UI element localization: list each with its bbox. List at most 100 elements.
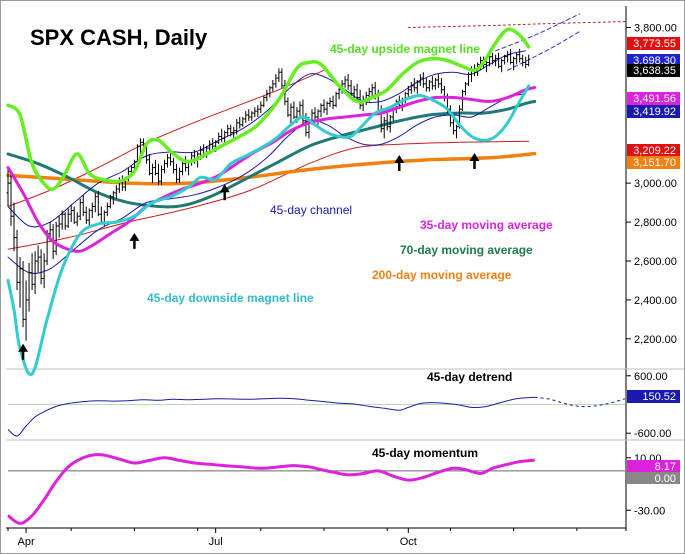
price-value-badge: 3,209.22 bbox=[627, 144, 680, 157]
price-bar bbox=[418, 74, 422, 86]
arrow-head bbox=[469, 153, 480, 162]
badge-text: 150.52 bbox=[642, 391, 676, 403]
price-bar bbox=[503, 54, 507, 65]
price-bar bbox=[286, 97, 290, 117]
badge-text: 3,419.92 bbox=[633, 106, 676, 118]
price-bar bbox=[172, 157, 176, 174]
price-bar bbox=[21, 260, 25, 328]
badge-bg bbox=[627, 472, 680, 484]
momentum-title: 45-day momentum bbox=[372, 446, 478, 460]
low-arrow bbox=[219, 184, 230, 201]
price-value-badge: 3,491.56 bbox=[627, 92, 680, 105]
price-bar bbox=[211, 138, 215, 151]
price-bar bbox=[433, 78, 437, 90]
price-bar bbox=[349, 80, 353, 98]
price-bar bbox=[292, 101, 296, 119]
price-bar bbox=[39, 249, 43, 285]
price-bar bbox=[463, 81, 467, 96]
price-bar bbox=[232, 126, 236, 139]
price-tick-label: 2,400.00 bbox=[634, 295, 677, 307]
price-axis: 3,800.00 3,000.00 2,800.00 2,600.00 2,400.00… bbox=[626, 22, 680, 517]
price-bar bbox=[322, 99, 326, 114]
momentum-value-badge: 8.17 bbox=[627, 460, 680, 473]
price-bar bbox=[24, 280, 28, 341]
price-bar bbox=[268, 85, 272, 98]
price-bar bbox=[298, 101, 302, 117]
price-bar bbox=[506, 50, 510, 63]
price-bar bbox=[524, 56, 528, 69]
price-bar bbox=[289, 103, 293, 125]
label-ma70: 70-day moving average bbox=[400, 243, 533, 257]
price-bar bbox=[494, 54, 498, 67]
arrow-head bbox=[219, 184, 230, 193]
badge-bg bbox=[627, 460, 680, 472]
series-ma70 bbox=[6, 99, 537, 209]
badge-text: 8.17 bbox=[655, 461, 676, 473]
price-bar bbox=[114, 185, 118, 199]
price-bar bbox=[220, 128, 224, 143]
series-upper_magnet bbox=[6, 27, 531, 192]
price-bar bbox=[30, 253, 34, 291]
detrend-value-badge: 150.52 bbox=[627, 390, 680, 403]
arrow-head bbox=[18, 343, 29, 352]
badge-text: 3,209.22 bbox=[633, 145, 676, 157]
price-bar bbox=[427, 80, 431, 92]
price-bar bbox=[515, 52, 519, 65]
price-bar bbox=[241, 116, 245, 127]
price-bar bbox=[90, 202, 94, 219]
price-bar bbox=[274, 74, 278, 88]
price-bar bbox=[66, 208, 70, 228]
low-arrow bbox=[469, 153, 480, 170]
price-bar bbox=[409, 81, 413, 94]
low-arrow bbox=[394, 155, 405, 171]
price-bar bbox=[343, 76, 347, 88]
price-bar bbox=[156, 163, 160, 186]
price-bar bbox=[319, 103, 323, 117]
price-bar bbox=[105, 202, 109, 217]
price-bar bbox=[72, 206, 76, 224]
label-lower-magnet: 45-day downside magnet line bbox=[147, 291, 314, 305]
price-bar bbox=[460, 89, 464, 112]
price-bar bbox=[147, 153, 151, 176]
series-projection_lower bbox=[507, 30, 581, 71]
badge-text: 3,773.55 bbox=[633, 38, 676, 50]
label-ma35: 35-day moving average bbox=[420, 218, 553, 232]
price-bar bbox=[84, 206, 88, 224]
label-upper-magnet: 45-day upside magnet line bbox=[330, 42, 480, 56]
price-bar bbox=[108, 194, 112, 209]
price-bar bbox=[439, 78, 443, 94]
badge-bg bbox=[627, 144, 680, 157]
price-bar bbox=[166, 153, 170, 168]
price-bar bbox=[521, 54, 525, 67]
detrend-tick-label: -600.00 bbox=[634, 428, 671, 440]
price-bar bbox=[512, 56, 516, 71]
low-arrow bbox=[129, 232, 140, 249]
label-channel: 45-day channel bbox=[270, 203, 352, 217]
price-bar bbox=[75, 212, 79, 226]
price-tick-label: 2,600.00 bbox=[634, 256, 677, 268]
series-envelope_lower bbox=[7, 140, 530, 250]
price-bar bbox=[262, 95, 266, 108]
price-bar bbox=[184, 155, 188, 172]
price-bar bbox=[424, 78, 428, 92]
price-bar bbox=[334, 91, 338, 108]
price-bar bbox=[181, 159, 185, 176]
price-value-badge: 3,773.55 bbox=[627, 37, 680, 50]
price-bar bbox=[331, 95, 335, 110]
price-bar bbox=[256, 105, 260, 117]
time-tick-label: Jul bbox=[209, 536, 223, 548]
badge-text: 3,151.70 bbox=[633, 157, 676, 169]
price-bar bbox=[328, 97, 332, 108]
price-bar bbox=[27, 262, 31, 312]
badge-bg bbox=[627, 390, 680, 403]
price-bar bbox=[244, 111, 248, 123]
price-bar bbox=[313, 107, 317, 121]
price-value-badge: 3,638.35 bbox=[627, 64, 680, 77]
price-bar bbox=[466, 72, 470, 86]
price-bar bbox=[497, 52, 501, 69]
price-bar bbox=[36, 245, 40, 273]
badge-text: 3,491.56 bbox=[633, 93, 676, 105]
price-bar bbox=[9, 171, 13, 226]
badge-text: 3,638.35 bbox=[633, 65, 676, 77]
